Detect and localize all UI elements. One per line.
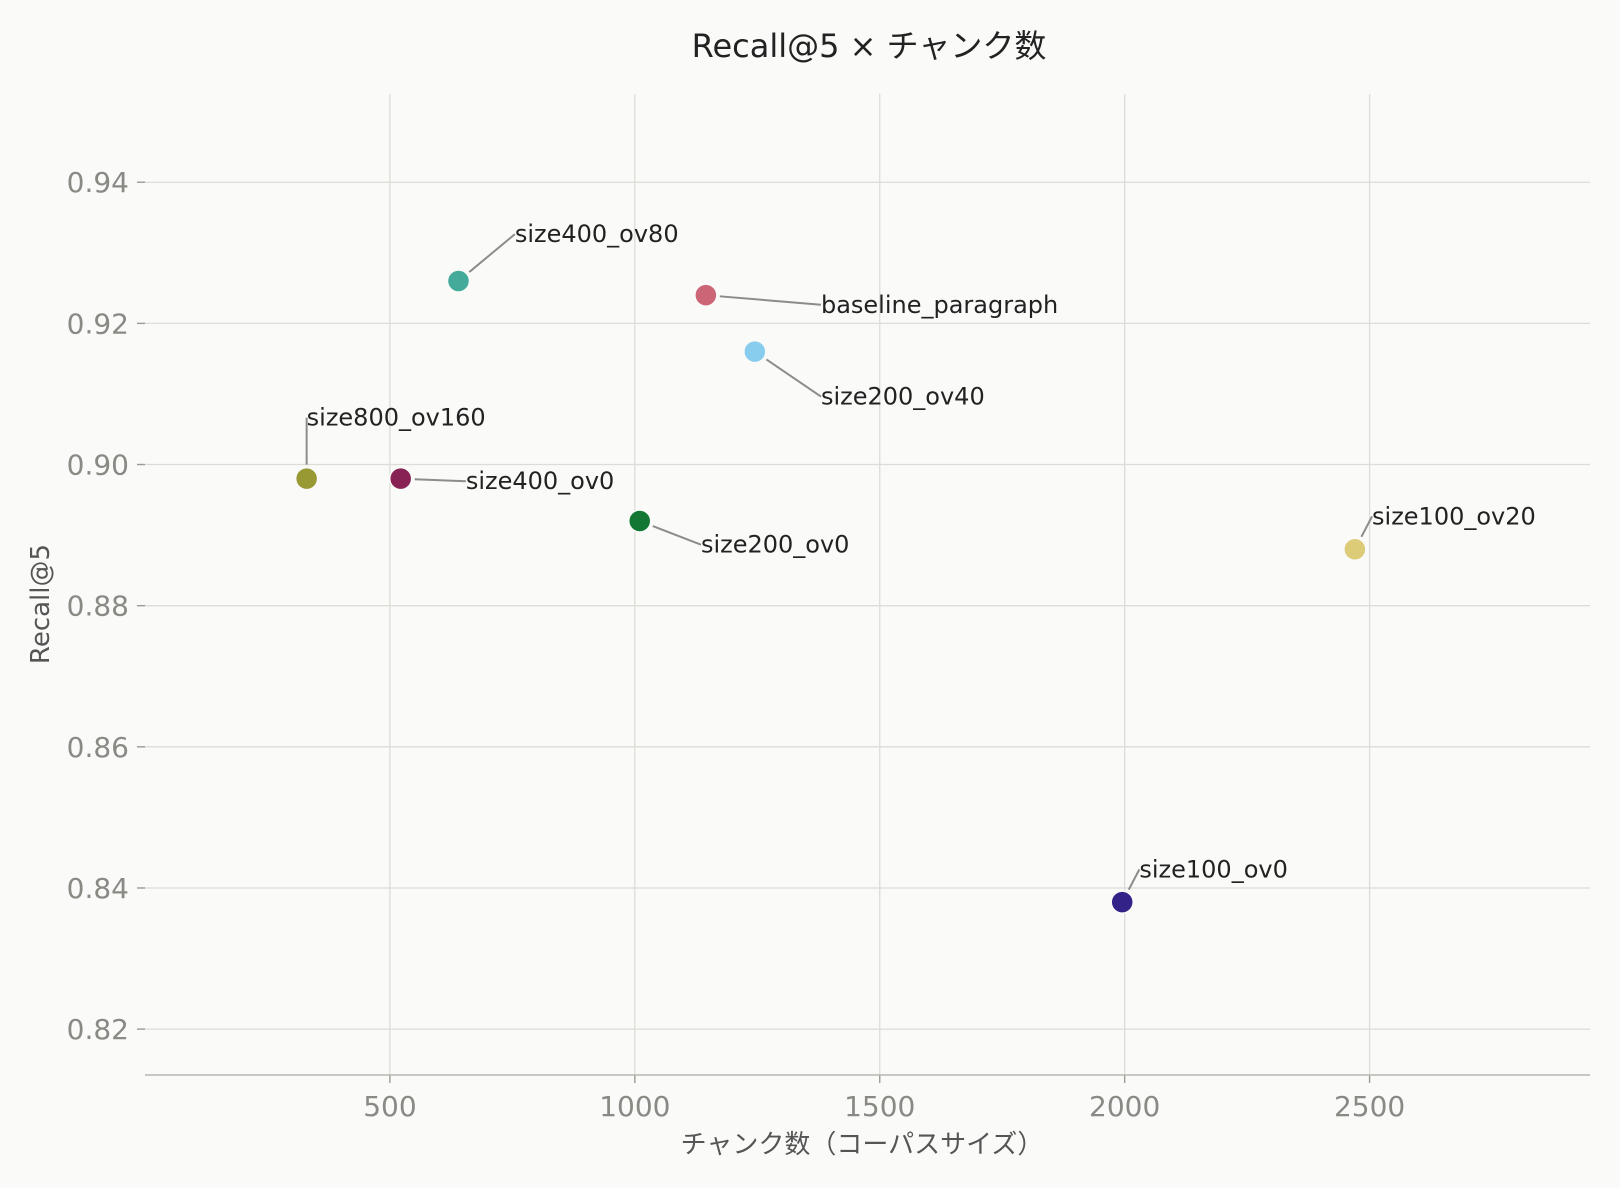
point-labels: size400_ov80 baseline_paragraph size200_ov… xyxy=(307,220,1536,883)
leader-line xyxy=(414,478,466,483)
point-label: size200_ov40 xyxy=(821,383,985,411)
data-points xyxy=(294,269,1367,914)
data-point xyxy=(388,466,413,491)
leader-line xyxy=(652,525,702,546)
y-axis-label: Recall@5 xyxy=(26,544,56,664)
data-point xyxy=(694,283,718,307)
point-label: size100_ov20 xyxy=(1372,503,1536,531)
leader-line xyxy=(468,233,516,273)
data-point xyxy=(1110,890,1134,914)
data-point xyxy=(294,466,319,491)
leader-line xyxy=(719,295,822,306)
point-label: baseline_paragraph xyxy=(821,291,1058,319)
leader-lines xyxy=(305,233,1373,891)
axes-layer: 500 1000 1500 2000 2500 0.82 0.84 0.86 0.88 0.90 0… xyxy=(67,166,1590,1123)
leader-line xyxy=(1127,868,1141,891)
y-tick-label: 0.86 xyxy=(67,731,129,764)
x-tick-label: 2000 xyxy=(1089,1090,1160,1123)
leader-line xyxy=(1360,516,1373,538)
point-label: size400_ov0 xyxy=(466,467,615,495)
y-tick-label: 0.88 xyxy=(67,590,129,623)
y-tick-label: 0.90 xyxy=(67,449,129,482)
leader-line xyxy=(765,358,822,398)
x-axis-label: チャンク数（コーパスサイズ） xyxy=(681,1130,1044,1160)
grid-layer xyxy=(145,94,1590,1075)
point-label: size400_ov80 xyxy=(515,220,679,248)
y-tick-label: 0.94 xyxy=(67,166,129,199)
y-tick-label: 0.84 xyxy=(67,872,129,905)
x-tick-label: 2500 xyxy=(1334,1090,1405,1123)
data-point xyxy=(446,269,471,293)
y-tick-label: 0.92 xyxy=(67,307,129,340)
chart-title: Recall@5 × チャンク数 xyxy=(692,27,1047,65)
y-tick-label: 0.82 xyxy=(67,1013,129,1046)
x-tick-label: 1500 xyxy=(844,1090,915,1123)
data-point xyxy=(1343,537,1367,561)
point-label: size200_ov0 xyxy=(701,531,850,559)
point-label: size800_ov160 xyxy=(307,404,486,432)
point-label: size100_ov0 xyxy=(1139,855,1288,883)
data-point xyxy=(627,509,652,533)
data-point xyxy=(743,339,767,364)
x-tick-label: 1000 xyxy=(599,1090,670,1123)
x-tick-label: 500 xyxy=(363,1090,416,1123)
